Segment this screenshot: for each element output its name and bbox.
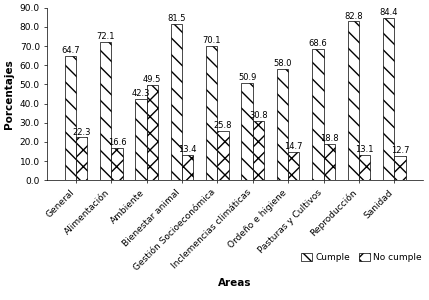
Bar bbox=[383, 18, 394, 180]
Bar bbox=[218, 131, 229, 180]
Text: 13.4: 13.4 bbox=[178, 145, 197, 154]
Text: 22.3: 22.3 bbox=[72, 128, 91, 136]
Bar bbox=[242, 82, 253, 180]
Text: 68.6: 68.6 bbox=[308, 39, 327, 48]
Text: 81.5: 81.5 bbox=[167, 14, 186, 23]
Text: 14.7: 14.7 bbox=[284, 142, 303, 151]
Bar bbox=[253, 121, 264, 180]
X-axis label: Areas: Areas bbox=[218, 278, 252, 289]
Text: 42.3: 42.3 bbox=[132, 89, 150, 98]
Bar bbox=[64, 56, 76, 180]
Text: 84.4: 84.4 bbox=[379, 8, 398, 17]
Bar bbox=[147, 85, 158, 180]
Bar bbox=[359, 155, 370, 180]
Text: 64.7: 64.7 bbox=[61, 46, 79, 55]
Text: 18.8: 18.8 bbox=[320, 134, 338, 143]
Bar bbox=[171, 24, 182, 180]
Text: 30.8: 30.8 bbox=[249, 111, 268, 120]
Bar bbox=[111, 148, 123, 180]
Text: 16.6: 16.6 bbox=[108, 138, 126, 147]
Bar bbox=[182, 154, 193, 180]
Bar bbox=[76, 137, 87, 180]
Bar bbox=[394, 156, 406, 180]
Text: 82.8: 82.8 bbox=[344, 11, 363, 20]
Text: 49.5: 49.5 bbox=[143, 75, 161, 84]
Text: 70.1: 70.1 bbox=[202, 36, 221, 45]
Text: 58.0: 58.0 bbox=[273, 59, 292, 68]
Bar bbox=[347, 22, 359, 180]
Text: 12.7: 12.7 bbox=[391, 146, 409, 155]
Legend: Cumple, No cumple: Cumple, No cumple bbox=[297, 249, 426, 266]
Bar bbox=[277, 69, 288, 180]
Bar bbox=[288, 152, 299, 180]
Text: 13.1: 13.1 bbox=[355, 145, 374, 154]
Text: 50.9: 50.9 bbox=[238, 73, 256, 82]
Bar bbox=[312, 49, 323, 180]
Bar bbox=[135, 99, 147, 180]
Y-axis label: Porcentajes: Porcentajes bbox=[4, 59, 14, 129]
Bar bbox=[323, 144, 335, 180]
Text: 25.8: 25.8 bbox=[214, 121, 233, 130]
Text: 72.1: 72.1 bbox=[97, 32, 115, 41]
Bar bbox=[206, 46, 218, 180]
Bar bbox=[100, 42, 111, 180]
